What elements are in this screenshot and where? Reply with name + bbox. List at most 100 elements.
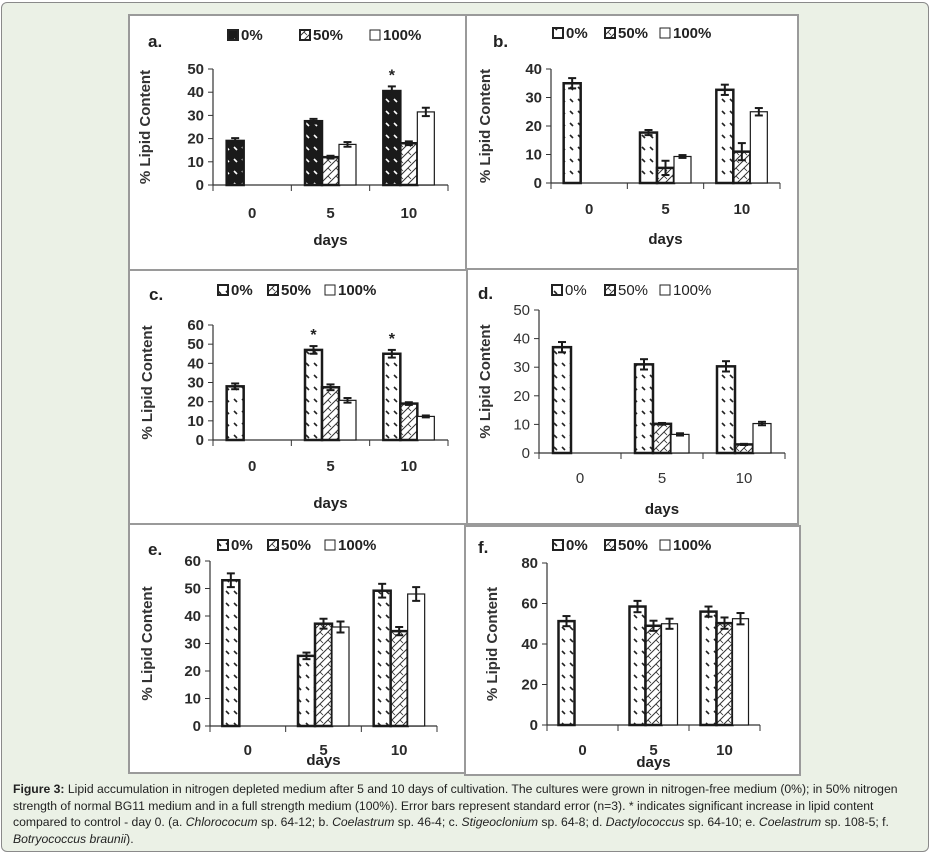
panel-c bbox=[128, 269, 468, 525]
y-tick-label: 10 bbox=[525, 147, 542, 164]
bar bbox=[557, 619, 576, 727]
bar bbox=[633, 363, 655, 455]
y-tick-label: 50 bbox=[187, 61, 204, 78]
y-tick-label: 60 bbox=[521, 596, 538, 613]
y-tick-label: 10 bbox=[513, 416, 530, 433]
bar bbox=[699, 610, 718, 727]
x-axis-label: days bbox=[306, 752, 340, 769]
y-tick-label: 40 bbox=[513, 331, 530, 348]
bar bbox=[715, 365, 737, 455]
bar bbox=[338, 399, 357, 441]
panel-title: e. bbox=[148, 540, 162, 559]
y-tick-label: 0 bbox=[530, 717, 538, 734]
panel-title: d. bbox=[478, 284, 493, 303]
x-tick-label: 0 bbox=[578, 742, 586, 759]
bar bbox=[749, 111, 768, 184]
caption-segment: sp. 46-4; c. bbox=[394, 815, 462, 829]
y-axis-label: % Lipid Content bbox=[484, 587, 501, 701]
chart-panel-b: b. 0% 50% 100% % Lipid Content 0 10 20 30 40 0 5 10 d… bbox=[477, 25, 781, 248]
bar bbox=[303, 119, 324, 187]
legend-swatch bbox=[324, 539, 336, 551]
legend-swatch bbox=[217, 539, 229, 551]
legend-label: 0% bbox=[241, 27, 263, 44]
legend-swatch bbox=[267, 539, 279, 551]
x-tick-label: 5 bbox=[658, 470, 666, 487]
bar bbox=[628, 605, 647, 727]
bar bbox=[225, 139, 245, 187]
y-tick-label: 20 bbox=[525, 118, 542, 135]
significance-asterisk: * bbox=[389, 67, 396, 84]
panel-d bbox=[466, 268, 799, 525]
y-tick-label: 20 bbox=[184, 663, 201, 680]
bar bbox=[660, 623, 679, 726]
y-tick-label: 20 bbox=[187, 131, 204, 148]
y-tick-label: 10 bbox=[184, 691, 201, 708]
chart-panel-a: a. 0% 50% 100% % Lipid Content 0 10 20 30 40 50 0 5 1… bbox=[137, 27, 449, 249]
bar bbox=[551, 345, 573, 455]
bar bbox=[320, 155, 341, 187]
y-tick-label: 10 bbox=[187, 154, 204, 171]
bar bbox=[320, 386, 341, 442]
legend-label: 50% bbox=[281, 282, 311, 299]
bar bbox=[225, 385, 245, 442]
legend-label: 50% bbox=[281, 537, 311, 554]
y-tick-label: 0 bbox=[196, 432, 204, 449]
species-name: Coelastrum bbox=[332, 815, 395, 829]
bar bbox=[399, 141, 419, 187]
chart-panel-e: e. 0% 50% 100% % Lipid Content 0 10 20 30 40 50 60 0… bbox=[139, 537, 438, 769]
bar bbox=[382, 352, 402, 442]
y-tick-label: 20 bbox=[187, 394, 204, 411]
x-tick-label: 0 bbox=[244, 742, 252, 759]
legend-swatch bbox=[604, 539, 616, 551]
x-tick-label: 5 bbox=[326, 205, 334, 222]
y-tick-label: 60 bbox=[184, 553, 201, 570]
bar bbox=[638, 131, 659, 185]
caption-segment: sp. 108-5; f. bbox=[821, 815, 889, 829]
x-tick-label: 10 bbox=[400, 458, 417, 475]
x-tick-label: 0 bbox=[248, 205, 256, 222]
species-name: Dactylococcus bbox=[605, 815, 685, 829]
x-tick-label: 10 bbox=[400, 205, 417, 222]
y-tick-label: 30 bbox=[187, 107, 204, 124]
bar bbox=[296, 654, 317, 728]
bar bbox=[416, 415, 435, 441]
y-axis-label: % Lipid Content bbox=[139, 325, 156, 439]
chart-panel-f: f. 0% 50% 100% % Lipid Content 0 20 40 60 80 0 5 10 d… bbox=[478, 537, 761, 771]
legend-label: 100% bbox=[338, 282, 376, 299]
bar bbox=[313, 622, 334, 728]
legend-swatch bbox=[217, 284, 229, 296]
caption-segment: sp. 64-10; e. bbox=[684, 815, 759, 829]
x-tick-label: 5 bbox=[661, 201, 669, 218]
bar bbox=[562, 82, 582, 185]
legend-label: 50% bbox=[313, 27, 343, 44]
y-tick-label: 10 bbox=[187, 413, 204, 430]
legend-label: 50% bbox=[618, 282, 648, 299]
y-tick-label: 40 bbox=[187, 355, 204, 372]
figure-caption: Figure 3: Lipid accumulation in nitrogen… bbox=[13, 781, 918, 847]
significance-asterisk: * bbox=[389, 331, 396, 348]
bar bbox=[338, 143, 357, 186]
legend-swatch bbox=[604, 284, 616, 296]
y-tick-label: 50 bbox=[513, 302, 530, 319]
bar bbox=[372, 589, 392, 728]
y-tick-label: 50 bbox=[184, 581, 201, 598]
caption-segment: sp. 64-8; d. bbox=[538, 815, 606, 829]
bar bbox=[303, 348, 324, 442]
legend-swatch bbox=[227, 29, 239, 41]
x-axis-label: days bbox=[645, 501, 679, 518]
y-tick-label: 20 bbox=[513, 388, 530, 405]
y-axis-label: % Lipid Content bbox=[137, 70, 154, 184]
legend-label: 0% bbox=[566, 537, 588, 554]
y-tick-label: 40 bbox=[187, 84, 204, 101]
y-tick-label: 30 bbox=[184, 636, 201, 653]
legend-label: 100% bbox=[673, 282, 711, 299]
caption-segment: sp. 64-12; b. bbox=[257, 815, 333, 829]
legend-swatch bbox=[659, 27, 671, 39]
bar bbox=[731, 618, 750, 726]
legend-swatch bbox=[552, 539, 564, 551]
bar bbox=[651, 422, 673, 455]
x-axis-label: days bbox=[313, 232, 347, 249]
legend-swatch bbox=[324, 284, 336, 296]
y-tick-label: 40 bbox=[525, 61, 542, 78]
